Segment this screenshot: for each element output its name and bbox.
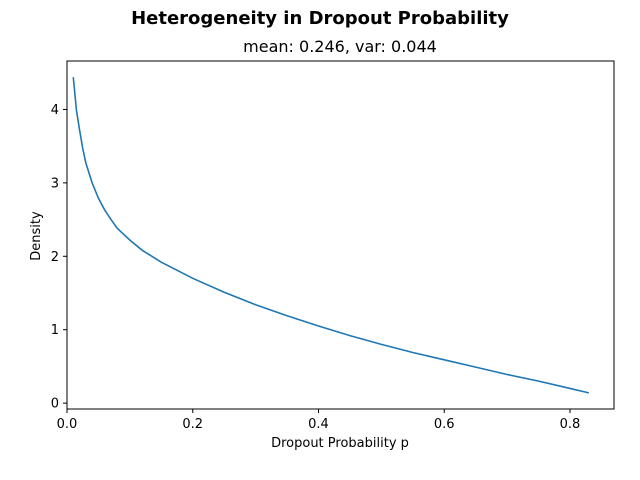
density-line	[72, 77, 590, 394]
chart-title: Heterogeneity in Dropout Probability	[131, 8, 509, 29]
chart-subtitle: mean: 0.246, var: 0.044	[243, 37, 437, 56]
y-tick-label: 4	[51, 103, 59, 118]
y-tick-label: 1	[51, 323, 59, 338]
x-axis-label: Dropout Probability p	[271, 436, 409, 451]
x-axis-ticks: 0.0 0.2 0.4 0.6 0.8	[57, 409, 581, 432]
y-tick-label: 3	[51, 176, 59, 191]
y-axis-ticks: 0 1 2 3 4	[51, 103, 67, 412]
x-tick-label: 0.2	[182, 417, 203, 432]
x-tick-label: 0.8	[560, 417, 581, 432]
plot-area	[67, 61, 614, 409]
x-tick-label: 0.6	[434, 417, 455, 432]
plot-frame	[66, 60, 615, 410]
y-axis-label: Density	[29, 211, 44, 261]
x-tick-label: 0.4	[308, 417, 329, 432]
y-tick-label: 0	[51, 397, 59, 412]
y-tick-label: 2	[51, 250, 59, 265]
x-tick-label: 0.0	[57, 417, 78, 432]
